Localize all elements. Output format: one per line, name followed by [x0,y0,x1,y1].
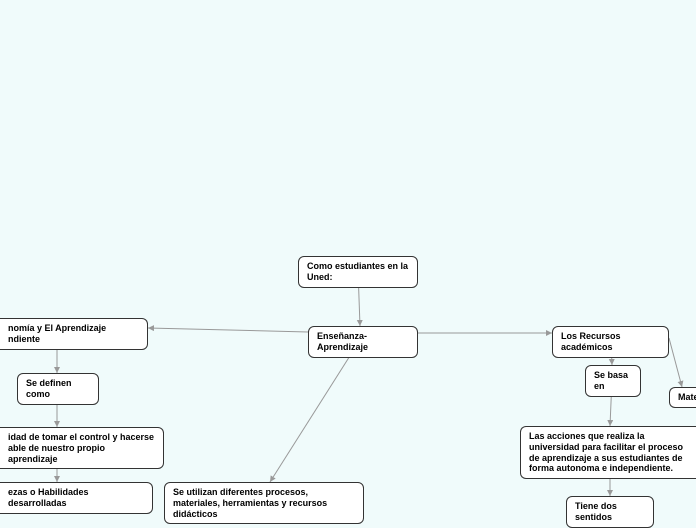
edge-n3-n10 [669,338,682,387]
node-n5[interactable]: Se definen como [17,373,99,405]
node-n7[interactable]: ezas o Habilidades desarrolladas [0,482,153,514]
node-n8[interactable]: Se utilizan diferentes procesos, materia… [164,482,364,524]
node-n9[interactable]: Se basa en [585,365,641,397]
node-n3[interactable]: Los Recursos académicos [552,326,669,358]
edge-n2-n8 [270,340,360,482]
node-n2[interactable]: Enseñanza-Aprendizaje [308,326,418,358]
node-n1[interactable]: Como estudiantes en la Uned: [298,256,418,288]
node-n12[interactable]: Tiene dos sentidos [566,496,654,528]
edge-n2-n4 [148,328,308,332]
node-n11[interactable]: Las acciones que realiza la universidad … [520,426,696,479]
node-n4[interactable]: nomía y El Aprendizaje ndiente [0,318,148,350]
node-n6[interactable]: idad de tomar el control y hacerse able … [0,427,164,469]
node-n10[interactable]: Mater [669,387,696,408]
